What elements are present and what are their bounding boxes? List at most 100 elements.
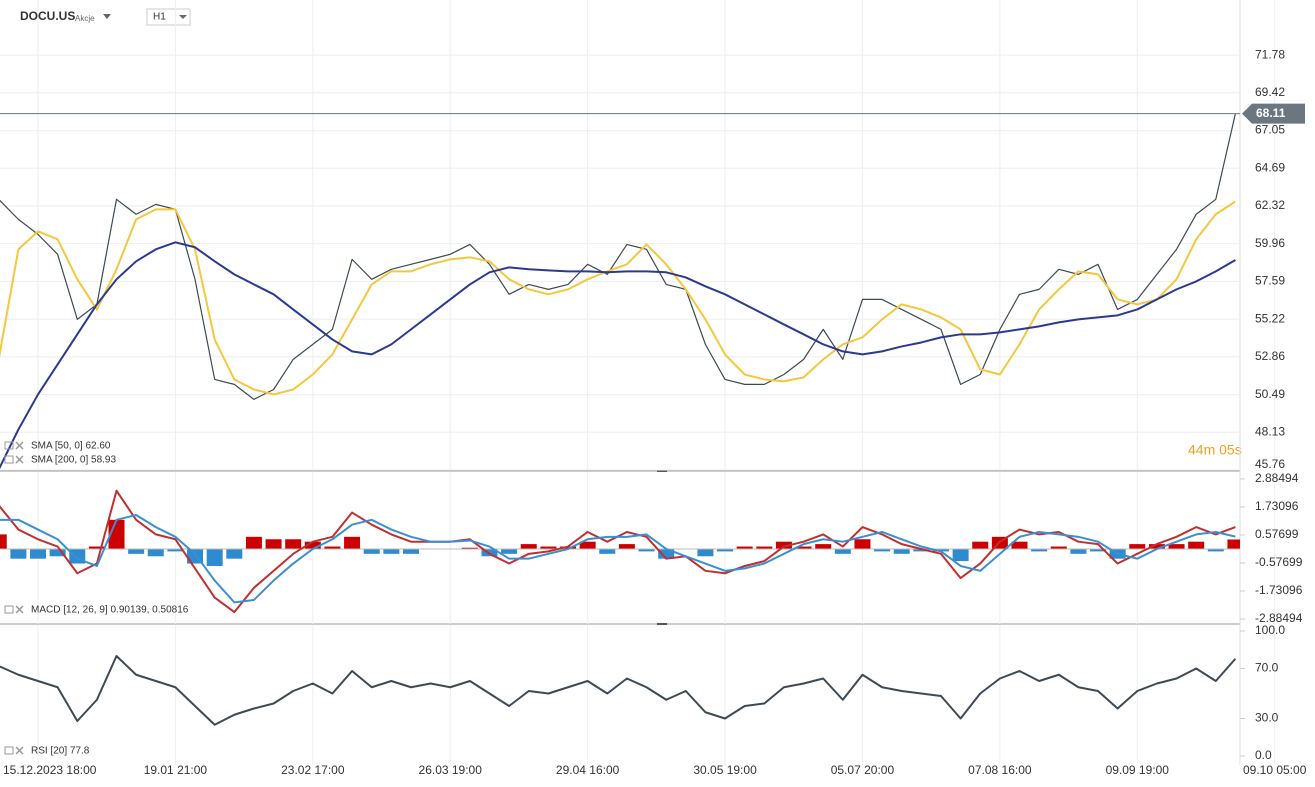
y-tick-label: 0.57699 [1255,527,1299,541]
y-tick-label: 71.78 [1255,47,1285,61]
histogram-bar [599,548,616,554]
histogram-bar [10,548,27,559]
timeframe-arrow [179,15,187,19]
x-tick-label: 26.03 19:00 [419,763,483,777]
histogram-bar [952,548,969,562]
y-tick-label: 100.0 [1255,623,1285,637]
symbol-dropdown[interactable] [103,14,111,19]
histogram-bar [285,539,302,549]
histogram-bar [756,546,773,549]
histogram-bar [1050,546,1067,549]
x-tick-label: 15.12.2023 18:00 [3,763,97,777]
y-tick-label: 2.88494 [1255,471,1299,485]
histogram-bar [1011,541,1028,549]
histogram-bar [560,546,577,549]
y-tick-label: -1.73096 [1255,583,1303,597]
series-line [0,513,1236,604]
x-tick-label: 09.10 05:00 [1243,763,1307,777]
y-tick-label: 64.69 [1255,160,1285,174]
histogram-bar [815,544,832,549]
histogram-bar [501,548,518,554]
histogram-bar [736,546,753,549]
x-tick-label: 07.08 16:00 [968,763,1032,777]
histogram-bar [206,548,223,566]
legend-entry[interactable]: RSI [20] 77.8 [31,746,90,757]
histogram-bar [854,539,871,549]
y-tick-label: -2.88494 [1255,611,1303,625]
instrument-type: Akcje [75,14,95,23]
histogram-bar [363,548,380,554]
y-tick-label: 62.32 [1255,198,1285,212]
histogram-bar [893,548,910,554]
y-tick-label: 30.0 [1255,711,1279,725]
y-tick-label: 67.05 [1255,123,1285,137]
histogram-bar [520,544,537,549]
last-price-label: 68.11 [1256,106,1286,120]
y-tick-label: 69.42 [1255,85,1285,99]
last-price-box [1242,103,1305,124]
x-tick-label: 19.01 21:00 [144,763,208,777]
legend-remove [15,455,24,464]
histogram-bar [402,548,419,554]
histogram-bar [383,548,400,554]
histogram-bar [913,548,930,552]
histogram-bar [147,548,164,557]
histogram-bar [1090,548,1107,552]
plot-area [0,113,1236,470]
x-tick-label: 29.04 16:00 [556,763,620,777]
histogram-bar [1070,548,1087,554]
y-tick-label: 50.49 [1255,387,1285,401]
histogram-bar [775,541,792,549]
histogram-bar [1148,544,1165,549]
histogram-bar [579,541,596,549]
histogram-bar [49,548,66,557]
y-tick-label: 59.96 [1255,236,1285,250]
y-tick-label: -0.57699 [1255,555,1303,569]
timeframe: H1 [153,12,166,23]
histogram-bar [618,544,635,549]
histogram-bar [1031,548,1048,552]
histogram-bar [167,548,184,552]
y-tick-label: 1.73096 [1255,499,1299,513]
legend-icon [4,455,14,464]
y-tick-label: 52.86 [1255,349,1285,363]
y-tick-label: 57.59 [1255,274,1285,288]
legend-icon [4,441,14,450]
histogram-bar [795,546,812,549]
histogram-bar [344,536,361,549]
symbol: DOCU.US [20,9,75,23]
histogram-bar [1188,541,1205,549]
histogram-bar [0,534,7,549]
y-tick-label: 45.76 [1255,457,1285,471]
x-tick-label: 05.07 20:00 [831,763,895,777]
histogram-bar [697,548,714,557]
legend-entry[interactable]: SMA [50, 0] 62.60 [31,441,111,452]
histogram-bar [1168,544,1185,549]
histogram-bar [324,546,341,549]
timeframe-select[interactable] [146,8,191,26]
y-tick-label: 55.22 [1255,311,1285,325]
legend-entry[interactable]: MACD [12, 26, 9] 0.90139, 0.50816 [31,605,189,616]
histogram-bar [638,548,655,552]
histogram-bar [932,548,949,552]
y-tick-label: 70.0 [1255,661,1279,675]
x-tick-label: 30.05 19:00 [693,763,757,777]
series-line [0,655,1237,726]
histogram-bar [304,541,321,549]
histogram-bar [128,548,145,554]
histogram-bar [88,546,105,549]
histogram-bar [834,548,851,554]
y-tick-label: 48.13 [1255,424,1285,438]
histogram-bar [226,548,243,559]
legend-remove [15,605,24,614]
legend-entry[interactable]: SMA [200, 0] 58.93 [31,455,116,466]
series-line [0,241,1236,470]
histogram-bar [30,548,46,559]
x-tick-label: 23.02 17:00 [281,763,345,777]
plot-area [0,655,1237,726]
legend-icon [4,746,14,755]
histogram-bar [245,536,262,549]
histogram-bar [1207,548,1224,552]
